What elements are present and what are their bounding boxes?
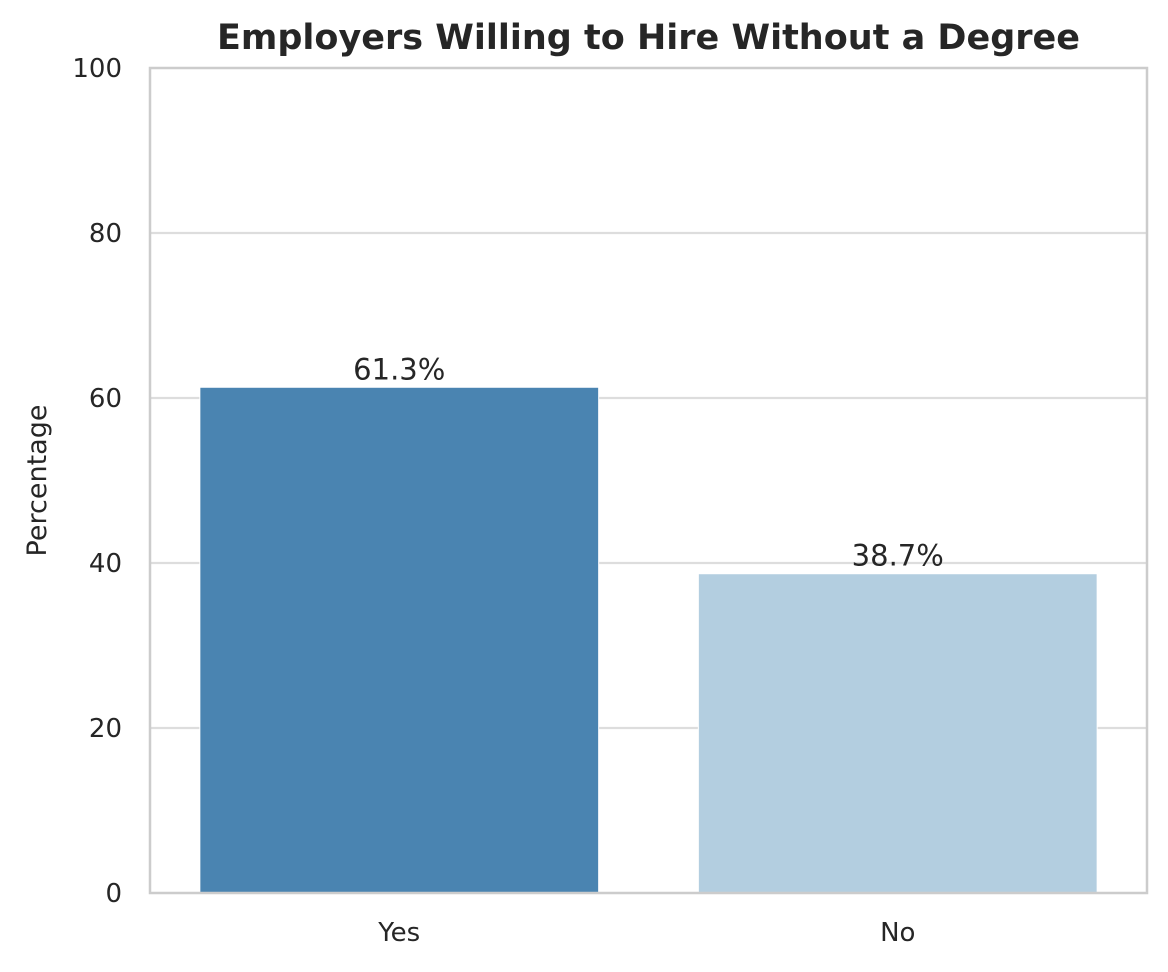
y-axis-ticks: 0 20 40 60 80 100 — [72, 54, 122, 909]
bars — [199, 386, 1098, 894]
bar-value-label: 38.7% — [852, 539, 944, 573]
x-tick-label: No — [880, 918, 915, 948]
bar-value-labels: 61.3% 38.7% — [353, 352, 944, 572]
bar-yes — [199, 386, 600, 894]
y-tick-label: 60 — [89, 384, 122, 414]
y-tick-label: 100 — [72, 54, 122, 84]
plot-frame — [148, 66, 1149, 895]
chart-title: Employers Willing to Hire Without a Degr… — [217, 18, 1080, 58]
y-tick-label: 40 — [89, 549, 122, 579]
y-tick-label: 20 — [89, 714, 122, 744]
y-axis-title: Percentage — [22, 405, 53, 557]
bar-value-label: 61.3% — [353, 352, 445, 386]
bar-no — [697, 573, 1098, 894]
x-tick-label: Yes — [377, 918, 420, 948]
y-tick-label: 80 — [89, 219, 122, 249]
x-axis-ticks: Yes No — [377, 918, 915, 948]
y-tick-label: 0 — [105, 879, 122, 909]
